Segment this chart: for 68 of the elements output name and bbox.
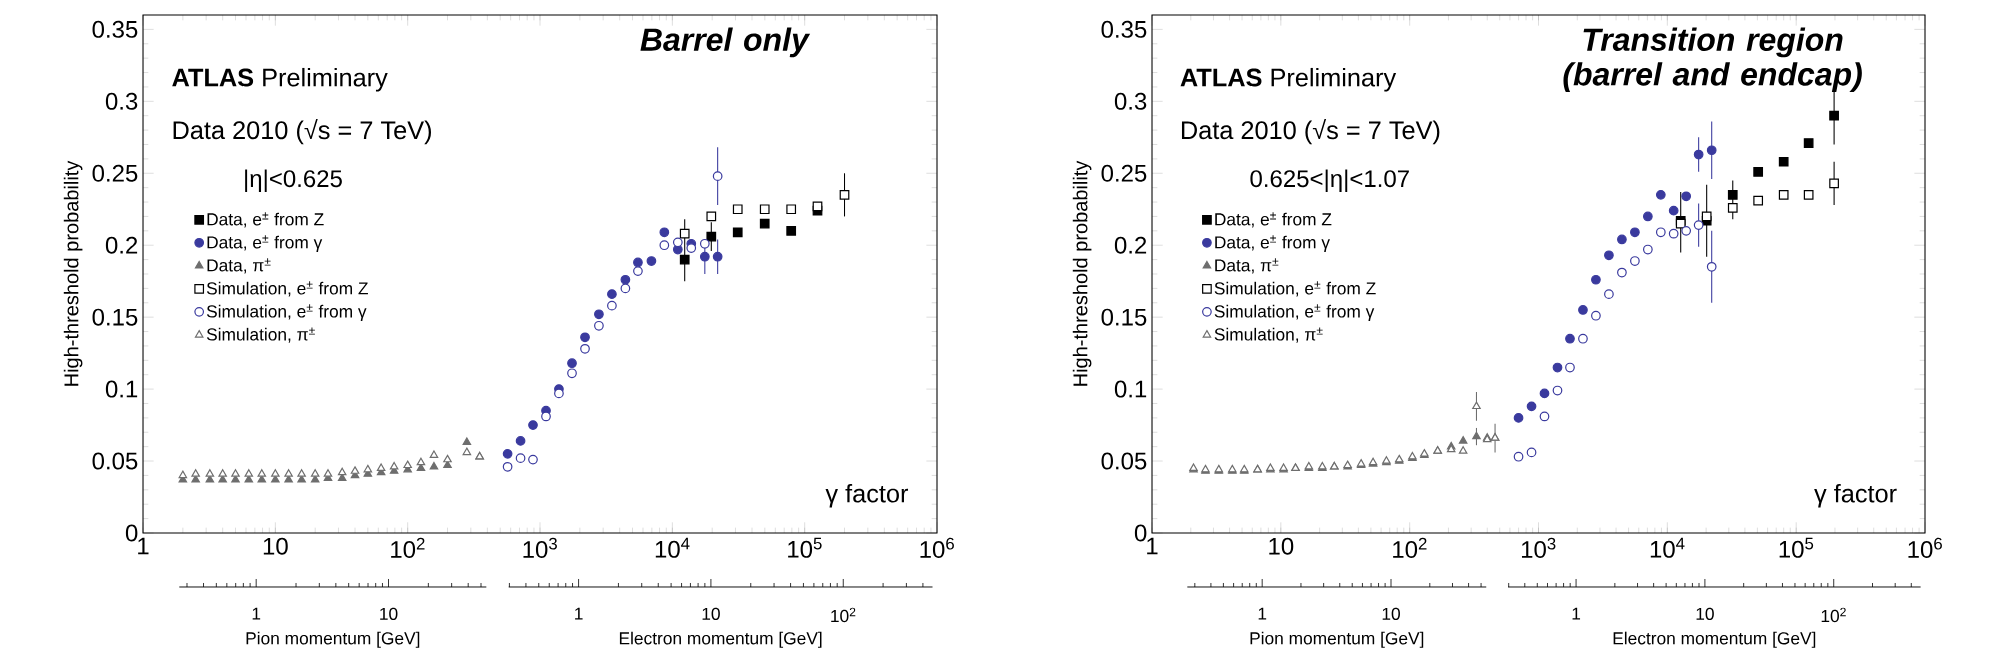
- text: 10: [1382, 607, 1400, 620]
- text: Pion momentum [GeV]: [1250, 631, 1424, 648]
- y-tick-label: 0.1: [105, 380, 138, 398]
- annotation: |η|<0.625: [245, 169, 342, 192]
- text: Electron momentum [GeV]: [619, 631, 822, 648]
- x-tick-label: 10$^{3}$: [523, 537, 557, 559]
- text: 1: [1258, 607, 1267, 620]
- y-tick-label: 0.35: [92, 20, 138, 38]
- legend-label: Data, e$^{±}$ from Z: [1215, 212, 1332, 228]
- y-tick-label: 0.15: [1101, 308, 1147, 326]
- y-tick-label: 0: [1134, 524, 1147, 542]
- text: 1: [575, 607, 583, 620]
- legend-label: Simulation, e$^{±}$ from γ: [1214, 304, 1375, 321]
- legend-label: Simulation, π$^{±}$: [206, 327, 315, 343]
- x-tick-label: 10: [1269, 537, 1294, 555]
- y-tick-label: 0.05: [1101, 452, 1147, 470]
- x-tick-label: 1: [1147, 537, 1158, 555]
- y-axis-title: High-threshold probability: [63, 160, 83, 386]
- legend-label: Data, e$^{±}$ from Z: [207, 212, 324, 228]
- annotation: Data 2010 (√s = 7 TeV): [173, 118, 431, 145]
- legend-label: Data, π$^{±}$: [207, 258, 271, 274]
- text: 10$^{2}$: [831, 607, 856, 623]
- x-tick-label: 10$^{3}$: [1521, 537, 1556, 559]
- text: Pion momentum [GeV]: [246, 631, 420, 648]
- y-tick-label: 0.3: [105, 92, 138, 110]
- annotation: 0.625<|η|<1.07: [1250, 169, 1409, 192]
- legend-label: Simulation, e$^{±}$ from Z: [1214, 281, 1376, 297]
- x-tick-label: 10$^{6}$: [920, 537, 954, 559]
- text: 1: [1572, 607, 1581, 620]
- y-tick-label: 0.25: [92, 164, 138, 182]
- text: Transition region (barrel and endcap): [1563, 27, 1862, 92]
- legend-label: Data, e$^{±}$ from γ: [1215, 235, 1330, 252]
- y-tick-label: 0: [125, 524, 138, 542]
- legend-label: Simulation, π$^{±}$: [1214, 327, 1323, 343]
- legend-label: Simulation, e$^{±}$ from γ: [206, 304, 367, 321]
- annotation: Data 2010 (√s = 7 TeV): [1181, 118, 1440, 145]
- x-tick-label: 10$^{2}$: [1393, 537, 1427, 559]
- text: 10$^{2}$: [1821, 607, 1846, 623]
- y-tick-label: 0.05: [92, 452, 138, 470]
- x-axis-title: γ factor: [1814, 484, 1897, 508]
- x-tick-label: 10$^{2}$: [391, 537, 425, 559]
- text: 10: [1696, 607, 1714, 620]
- x-tick-label: 10$^{6}$: [1908, 537, 1942, 559]
- y-tick-label: 0.15: [92, 308, 138, 326]
- text: 10: [702, 607, 720, 620]
- y-tick-label: 0.1: [1114, 380, 1147, 398]
- legend-label: Data, e$^{±}$ from γ: [207, 235, 323, 252]
- chart-title: Barrel only: [640, 27, 811, 58]
- annotation: ATLAS Preliminary: [1180, 67, 1397, 92]
- x-tick-label: 10$^{5}$: [788, 537, 822, 558]
- y-tick-label: 0.2: [1114, 236, 1147, 254]
- text: Electron momentum [GeV]: [1613, 631, 1816, 648]
- legend-label: Simulation, e$^{±}$ from Z: [206, 281, 368, 297]
- legend-label: Data, π$^{±}$: [1215, 258, 1279, 274]
- x-tick-label: 10$^{5}$: [1779, 537, 1814, 558]
- x-tick-label: 10: [263, 537, 288, 555]
- y-tick-label: 0.25: [1101, 164, 1147, 182]
- x-axis-title: γ factor: [825, 484, 909, 508]
- y-tick-label: 0.2: [105, 236, 138, 254]
- y-axis-title: High-threshold probability: [1072, 160, 1092, 386]
- y-tick-label: 0.3: [1114, 92, 1147, 110]
- text: 1: [252, 607, 261, 620]
- text: 10: [380, 607, 398, 620]
- y-tick-label: 0.35: [1101, 20, 1147, 38]
- x-tick-label: 1: [138, 537, 149, 555]
- x-tick-label: 10$^{4}$: [1650, 537, 1685, 558]
- x-tick-label: 10$^{4}$: [655, 537, 690, 558]
- annotation: ATLAS Preliminary: [172, 67, 388, 92]
